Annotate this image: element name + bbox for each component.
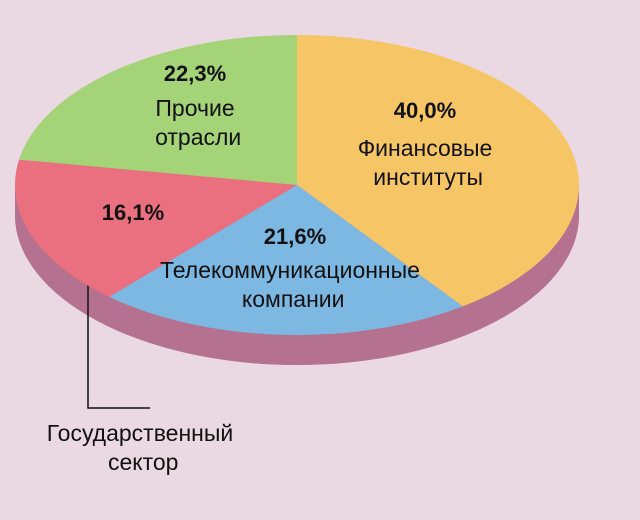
pie-slice bbox=[109, 185, 463, 335]
value-label: 21,6% bbox=[264, 224, 326, 249]
category-label: Прочие отрасли bbox=[149, 95, 242, 150]
pie-slice bbox=[19, 35, 298, 185]
pie-slice bbox=[14, 159, 297, 297]
value-label: 16,1% bbox=[102, 200, 164, 225]
category-label: Финансовые институты bbox=[358, 135, 493, 190]
leader-line bbox=[87, 260, 150, 409]
pie-slice bbox=[297, 35, 579, 307]
category-label: Государственный сектор bbox=[47, 420, 234, 475]
value-label: 22,3% bbox=[164, 61, 226, 86]
category-label: Телекоммуникационные компании bbox=[160, 257, 420, 312]
value-label: 40,0% bbox=[394, 98, 456, 123]
